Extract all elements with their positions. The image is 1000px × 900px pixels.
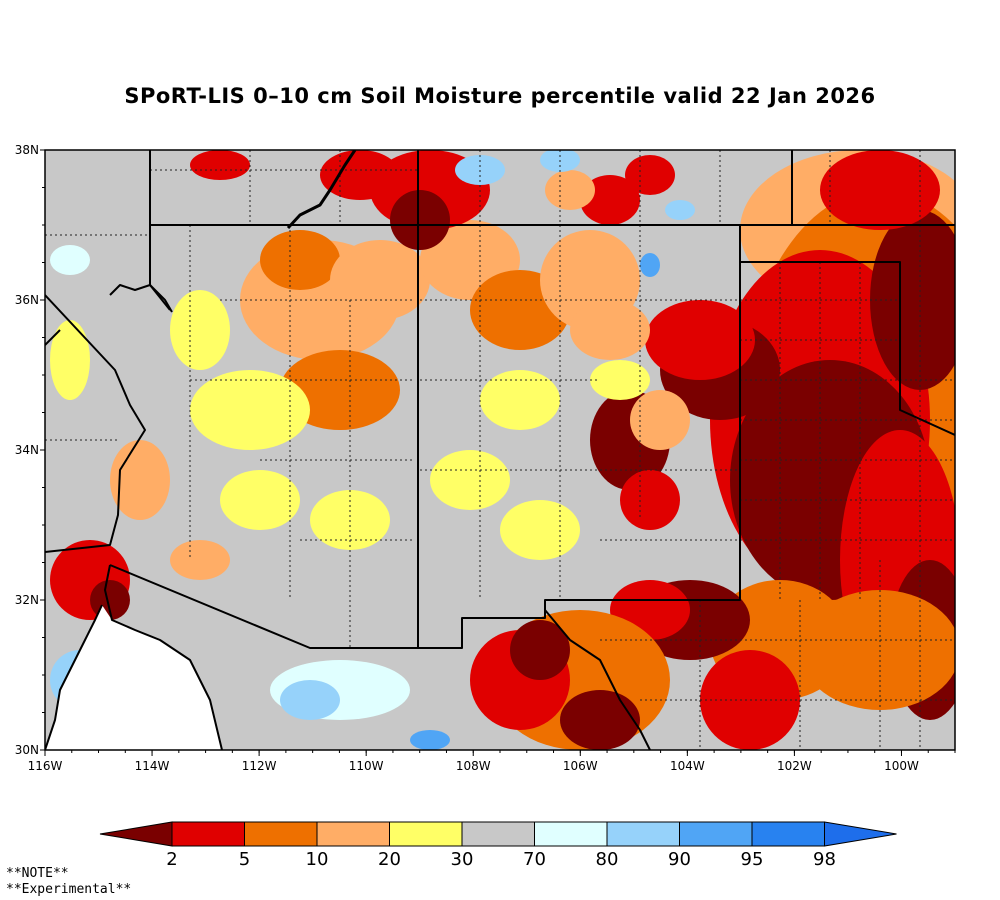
map-title: SPoRT-LIS 0–10 cm Soil Moisture percenti…	[124, 84, 876, 108]
y-tick-label: 32N	[15, 593, 39, 607]
colorbar-label: 70	[523, 849, 546, 870]
colorbar-swatch	[824, 821, 897, 847]
ocean-mask	[45, 605, 222, 750]
field-patch	[820, 150, 940, 230]
x-tick-label: 110W	[349, 759, 384, 773]
axis-ticks: 116W 114W 112W 110W 108W 106W 104W 102W 100W 30N 3…	[15, 143, 956, 773]
colorbar-label: 80	[596, 849, 619, 870]
colorbar-label: 10	[306, 849, 329, 870]
field-patch	[220, 470, 300, 530]
colorbar-label: 90	[668, 849, 691, 870]
x-tick-label: 116W	[28, 759, 63, 773]
field-patch	[665, 200, 695, 220]
colorbar-label: 30	[451, 849, 474, 870]
y-tick-label: 36N	[15, 293, 39, 307]
field-patch	[110, 440, 170, 520]
field-patch	[410, 730, 450, 750]
colorbar-label: 98	[813, 849, 836, 870]
field-patch	[170, 290, 230, 370]
colorbar-swatch	[679, 821, 753, 847]
y-tick-label: 34N	[15, 443, 39, 457]
field-patch	[330, 240, 430, 320]
colorbar-swatch	[751, 821, 825, 847]
colorbar-label: 2	[166, 849, 177, 870]
field-patch	[190, 150, 250, 180]
x-tick-label: 114W	[135, 759, 170, 773]
colorbar-swatch	[606, 821, 680, 847]
note-line-2: **Experimental**	[6, 882, 132, 897]
colorbar-swatch	[534, 821, 608, 847]
colorbar-swatch	[316, 821, 390, 847]
field-patch	[320, 150, 400, 200]
field-patch	[545, 170, 595, 210]
field-patch	[510, 620, 570, 680]
colorbar-swatch	[171, 821, 245, 847]
colorbar-swatch	[461, 821, 535, 847]
field-patch	[390, 190, 450, 250]
field-patch	[190, 370, 310, 450]
colorbar-label: 5	[239, 849, 250, 870]
x-tick-label: 104W	[670, 759, 705, 773]
field-patch	[260, 230, 340, 290]
field-patch	[480, 370, 560, 430]
x-tick-label: 102W	[777, 759, 812, 773]
county-lines	[45, 150, 955, 750]
field-patch	[50, 245, 90, 275]
colorbar-swatch	[244, 821, 318, 847]
field-patch	[570, 300, 650, 360]
boundaries	[45, 150, 955, 750]
field-patch	[430, 450, 510, 510]
colorbar-swatch	[99, 821, 173, 847]
x-tick-label: 112W	[242, 759, 277, 773]
colorbar: 2 5 10 20 30 70 80 90 95 98	[99, 821, 897, 870]
note: **NOTE** **Experimental**	[6, 866, 131, 898]
colorbar-label: 20	[378, 849, 401, 870]
note-line-1: **NOTE**	[6, 866, 69, 881]
field-patch	[170, 540, 230, 580]
field-patch	[645, 300, 755, 380]
y-tick-label: 30N	[15, 743, 39, 757]
field-patch	[50, 320, 90, 400]
field-patch	[870, 210, 955, 390]
field-patch	[590, 360, 650, 400]
field-patch	[560, 690, 640, 750]
colorbar-label: 95	[741, 849, 764, 870]
field-patch	[500, 500, 580, 560]
field-patch	[630, 390, 690, 450]
y-tick-label: 38N	[15, 143, 39, 157]
x-tick-label: 106W	[563, 759, 598, 773]
field-patch	[640, 253, 660, 277]
field-patch	[625, 155, 675, 195]
field-patch	[580, 175, 640, 225]
field-patch	[620, 470, 680, 530]
x-tick-label: 108W	[456, 759, 491, 773]
field-patch	[280, 680, 340, 720]
x-tick-label: 100W	[884, 759, 919, 773]
colorbar-swatch	[389, 821, 463, 847]
